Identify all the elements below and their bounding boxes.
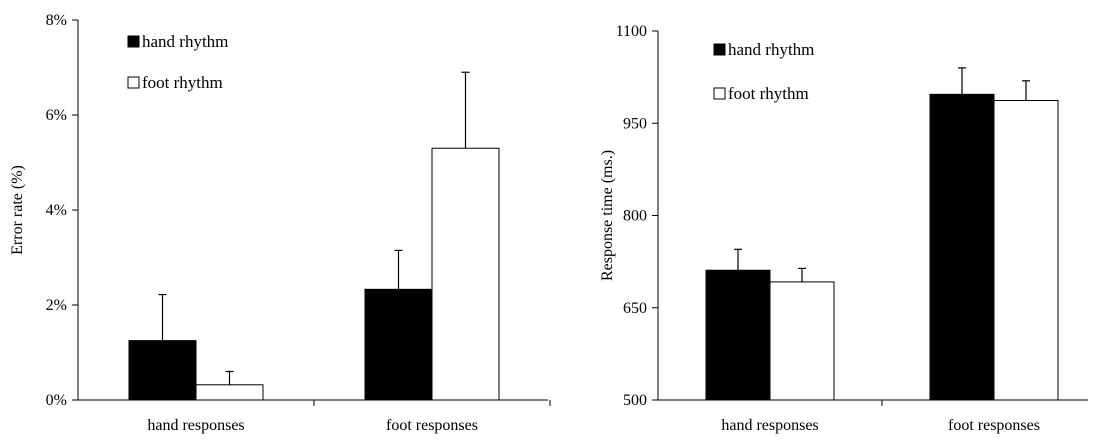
y-tick-label: 800 xyxy=(623,208,647,225)
legend: hand rhythm foot rhythm xyxy=(713,40,814,103)
x-tick-label-hand-responses: hand responses xyxy=(147,417,244,434)
y-tick-label: 2% xyxy=(46,297,67,314)
legend-swatch-foot-rhythm xyxy=(713,87,726,100)
x-tick-label-hand-responses: hand responses xyxy=(721,417,818,434)
x-tick-label-foot-responses: foot responses xyxy=(386,417,478,434)
y-axis-title: Response time (ms.) xyxy=(599,150,616,281)
y-tick-label: 8% xyxy=(46,12,67,29)
bar-hand-rhythm-hand-responses xyxy=(128,340,197,401)
legend-swatch-hand-rhythm xyxy=(713,43,726,56)
legend-label-hand-rhythm: hand rhythm xyxy=(728,40,814,59)
chart-1: hand responses foot responses 0% 2% 4% 6% 8% Er… xyxy=(9,12,551,434)
legend-label-foot-rhythm: foot rhythm xyxy=(142,73,223,92)
legend-label-foot-rhythm: foot rhythm xyxy=(728,84,809,103)
legend-swatch-foot-rhythm xyxy=(127,76,140,89)
y-tick-label: 650 xyxy=(623,300,647,317)
y-tick-label: 6% xyxy=(46,107,67,124)
bar-foot-rhythm-hand-responses xyxy=(769,281,835,401)
y-axis-title: Error rate (%) xyxy=(9,165,26,255)
bar-foot-rhythm-foot-responses xyxy=(993,99,1059,401)
legend-label-hand-rhythm: hand rhythm xyxy=(142,32,228,51)
bar-hand-rhythm-hand-responses xyxy=(705,269,771,401)
bar-hand-rhythm-foot-responses xyxy=(929,93,995,401)
y-tick-label: 1100 xyxy=(616,23,647,40)
legend: hand rhythm foot rhythm xyxy=(127,32,228,92)
x-tick-label-foot-responses: foot responses xyxy=(948,417,1040,434)
y-tick-label: 950 xyxy=(623,115,647,132)
y-tick-label: 4% xyxy=(46,202,67,219)
bar-foot-rhythm-foot-responses xyxy=(431,147,500,401)
y-tick-label: 500 xyxy=(623,392,647,409)
chart-2: hand responses foot responses 500 650 800 950… xyxy=(599,23,1088,434)
bar-hand-rhythm-foot-responses xyxy=(364,288,433,401)
bar-foot-rhythm-hand-responses xyxy=(195,384,264,401)
legend-swatch-hand-rhythm xyxy=(127,35,140,48)
y-tick-label: 0% xyxy=(46,392,67,409)
